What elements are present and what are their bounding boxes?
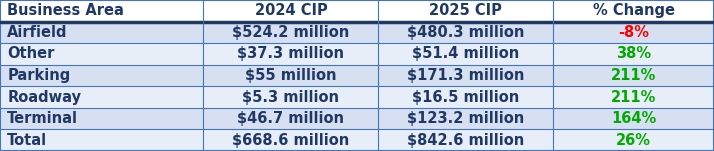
Text: Business Area: Business Area	[7, 3, 124, 18]
Text: $46.7 million: $46.7 million	[238, 111, 344, 126]
Bar	[203, 129, 378, 151]
Bar	[378, 129, 553, 151]
Bar	[378, 108, 553, 129]
Text: $55 million: $55 million	[245, 68, 337, 83]
Text: 164%: 164%	[611, 111, 656, 126]
Text: Other: Other	[7, 46, 54, 61]
Bar	[553, 43, 714, 65]
Bar	[0, 22, 203, 43]
Text: $480.3 million: $480.3 million	[407, 25, 525, 40]
Text: $16.5 million: $16.5 million	[412, 90, 520, 105]
Bar	[203, 43, 378, 65]
Bar	[553, 129, 714, 151]
Text: Parking: Parking	[7, 68, 71, 83]
Text: $668.6 million: $668.6 million	[232, 133, 350, 148]
Bar	[378, 86, 553, 108]
Text: $123.2 million: $123.2 million	[407, 111, 525, 126]
Bar	[0, 129, 203, 151]
Bar	[553, 22, 714, 43]
Text: $171.3 million: $171.3 million	[407, 68, 525, 83]
Text: $37.3 million: $37.3 million	[238, 46, 344, 61]
Bar	[0, 65, 203, 86]
Text: % Change: % Change	[593, 3, 675, 18]
Bar	[203, 108, 378, 129]
Text: 26%: 26%	[616, 133, 651, 148]
Text: $51.4 million: $51.4 million	[412, 46, 520, 61]
Text: Airfield: Airfield	[7, 25, 68, 40]
Bar	[378, 0, 553, 22]
Bar	[0, 108, 203, 129]
Text: -8%: -8%	[618, 25, 649, 40]
Text: $5.3 million: $5.3 million	[243, 90, 339, 105]
Bar	[203, 0, 378, 22]
Bar	[553, 0, 714, 22]
Bar	[0, 0, 203, 22]
Bar	[378, 65, 553, 86]
Text: Roadway: Roadway	[7, 90, 81, 105]
Text: 211%: 211%	[611, 90, 656, 105]
Bar	[0, 86, 203, 108]
Text: Total: Total	[7, 133, 47, 148]
Bar	[378, 43, 553, 65]
Text: $524.2 million: $524.2 million	[232, 25, 350, 40]
Text: 211%: 211%	[611, 68, 656, 83]
Text: 38%: 38%	[616, 46, 651, 61]
Bar	[378, 22, 553, 43]
Text: 2024 CIP: 2024 CIP	[255, 3, 327, 18]
Bar	[553, 108, 714, 129]
Bar	[553, 86, 714, 108]
Bar	[203, 65, 378, 86]
Bar	[203, 22, 378, 43]
Text: 2025 CIP: 2025 CIP	[429, 3, 503, 18]
Bar	[553, 65, 714, 86]
Text: Terminal: Terminal	[7, 111, 78, 126]
Text: $842.6 million: $842.6 million	[407, 133, 525, 148]
Bar	[203, 86, 378, 108]
Bar	[0, 43, 203, 65]
